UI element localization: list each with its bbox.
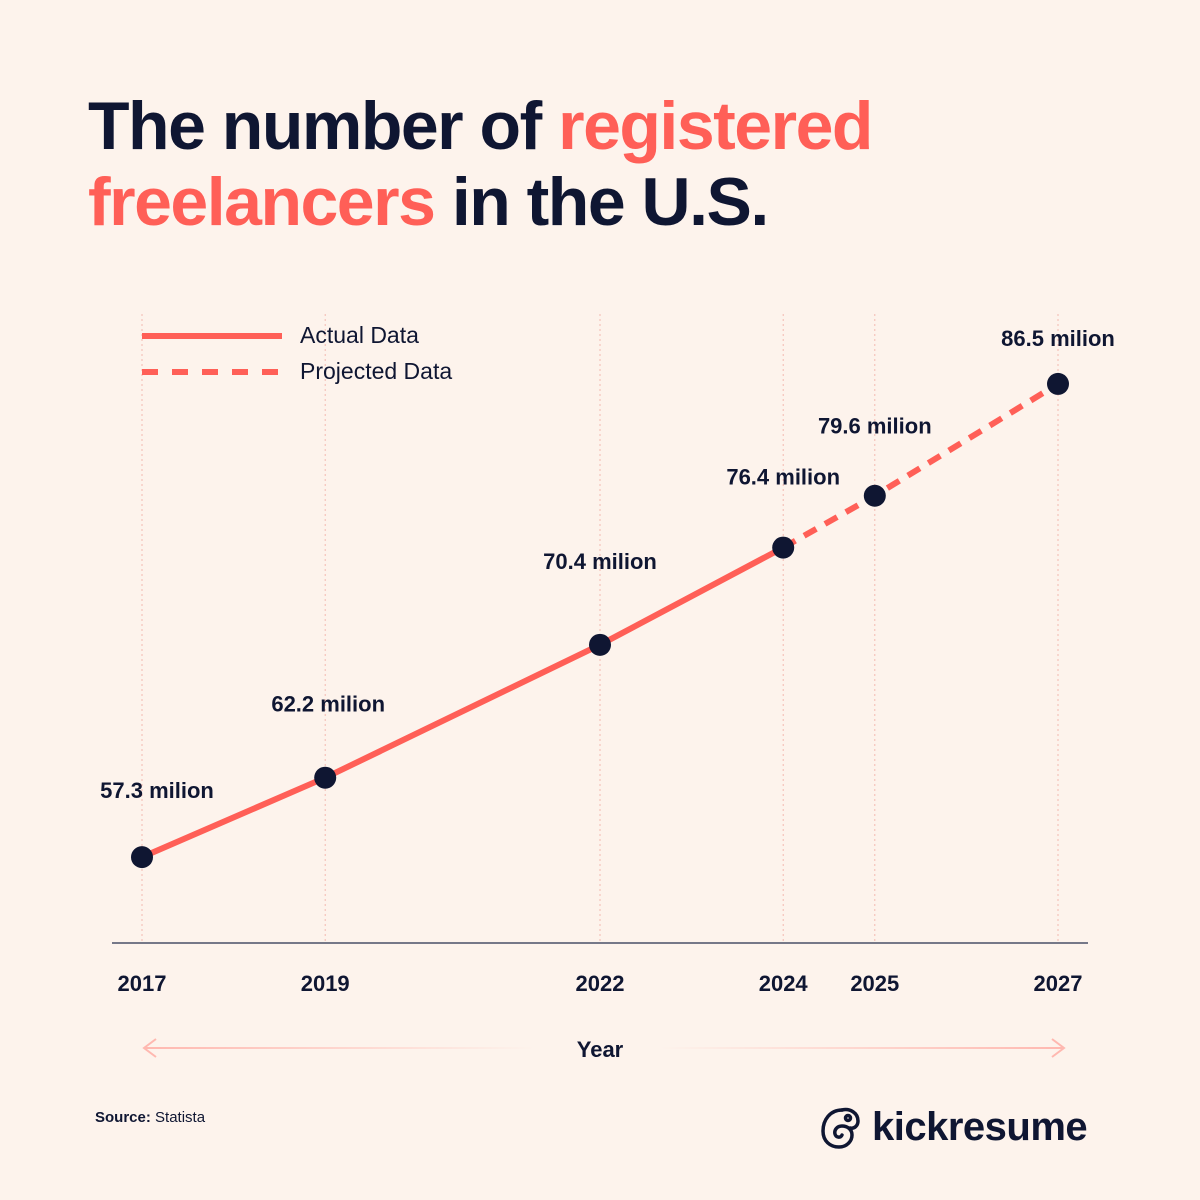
data-label: 86.5 milion [1001, 326, 1115, 351]
source-label: Source: [95, 1109, 151, 1126]
data-point [131, 846, 153, 869]
brand-name: kickresume [872, 1104, 1088, 1149]
data-label: 62.2 milion [271, 692, 385, 717]
data-point [589, 633, 611, 656]
data-point [314, 766, 337, 789]
series-line-solid [140, 544, 785, 860]
data-label: 76.4 milion [726, 465, 840, 490]
x-tick-label: 2017 [118, 971, 167, 996]
chameleon-logo-icon [821, 1107, 860, 1149]
arrow-right-icon [1051, 1038, 1066, 1058]
title-highlight: registered freelancers [88, 88, 873, 240]
x-axis-title: Year [577, 1037, 624, 1062]
data-label: 70.4 milion [543, 549, 657, 574]
legend-projected: Projected Data [142, 358, 452, 385]
axis-arrow-right [660, 1047, 1064, 1049]
data-point [772, 536, 795, 559]
x-tick-label: 2027 [1034, 971, 1083, 996]
x-tick-label: 2025 [850, 971, 899, 996]
data-point [1047, 372, 1069, 395]
data-point [863, 484, 886, 507]
source-value: Statista [155, 1109, 206, 1126]
title-text-end: in the U.S. [434, 164, 769, 240]
legend-projected-label: Projected Data [300, 358, 453, 384]
brand-logo: kickresume [820, 1104, 1088, 1150]
source-note: Source: Statista [95, 1109, 205, 1126]
data-label: 79.6 milion [818, 414, 932, 439]
data-label: 57.3 milion [100, 778, 214, 803]
arrow-left-icon [142, 1038, 157, 1058]
legend-actual-label: Actual Data [300, 322, 419, 348]
x-tick-label: 2019 [301, 971, 350, 996]
legend-solid-swatch [142, 332, 282, 339]
legend-dashed-swatch [142, 368, 282, 375]
x-tick-label: 2022 [576, 971, 625, 996]
chart-title: The number of registered freelancers in … [88, 88, 1200, 240]
axis-arrow-left [144, 1047, 534, 1049]
legend-actual: Actual Data [142, 322, 419, 349]
x-tick-label: 2024 [759, 971, 809, 996]
title-text: The number of [88, 88, 559, 164]
